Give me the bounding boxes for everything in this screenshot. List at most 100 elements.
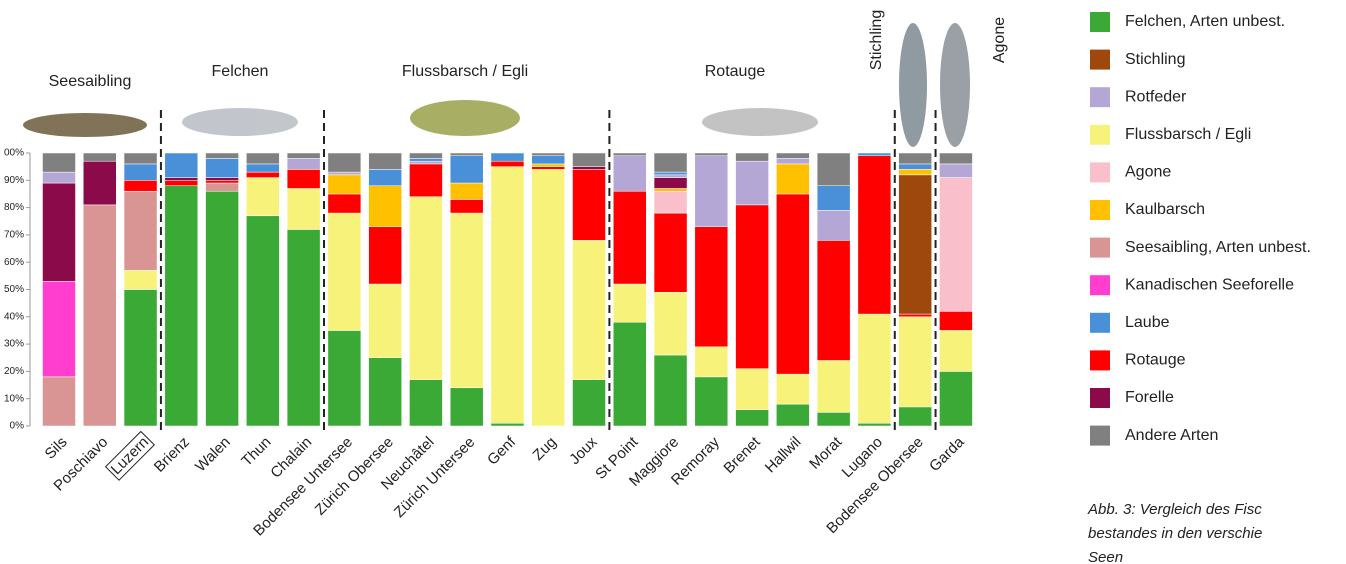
bar-segment — [450, 183, 483, 199]
caption: Seen — [1088, 549, 1123, 564]
y-tick-label: 40% — [4, 311, 24, 322]
bar-segment — [532, 164, 565, 167]
bar-segment — [409, 153, 442, 158]
x-tick-label: Hallwil — [762, 434, 805, 477]
bar-segment — [206, 183, 239, 191]
bar-segment — [328, 194, 361, 213]
bar-segment — [613, 191, 646, 284]
bar-segment — [695, 156, 728, 227]
bar-segment — [43, 172, 76, 183]
bar-segment — [287, 158, 320, 169]
bar-segment — [654, 153, 687, 172]
bar-segment — [124, 164, 157, 180]
legend-swatch — [1090, 125, 1110, 145]
bar-segment — [858, 153, 891, 156]
bar-segment — [246, 164, 279, 172]
bar-segment — [246, 172, 279, 177]
bar-segment — [654, 191, 687, 213]
bar-segment — [573, 380, 606, 426]
bar-segment — [532, 169, 565, 426]
bar-segment — [206, 178, 239, 181]
bar-segment — [409, 380, 442, 426]
bar-segment — [899, 407, 932, 426]
legend-label: Laube — [1125, 314, 1170, 331]
bar-segment — [613, 284, 646, 322]
legend-label: Forelle — [1125, 389, 1174, 406]
y-tick-label: 0% — [10, 421, 25, 432]
fish-icon — [702, 108, 818, 136]
bar-segment — [491, 153, 524, 161]
bar-segment — [532, 153, 565, 156]
legend-label: Rotauge — [1125, 352, 1186, 369]
x-tick-label: Genf — [484, 433, 520, 469]
bar-segment — [573, 153, 606, 167]
legend-label: Felchen, Arten unbest. — [1125, 13, 1285, 30]
legend-swatch — [1090, 200, 1110, 220]
bar-segment — [369, 227, 402, 284]
bar-segment — [695, 347, 728, 377]
group-label: Rotauge — [705, 63, 766, 80]
bar-segment — [287, 188, 320, 229]
bar-segment — [246, 178, 279, 216]
bar-segment — [491, 167, 524, 424]
bar-segment — [573, 167, 606, 170]
bar-segment — [776, 374, 809, 404]
bar-segment — [776, 404, 809, 426]
bar-segment — [736, 205, 769, 369]
bar-segment — [369, 284, 402, 358]
legend-label: Agone — [1125, 164, 1171, 181]
legend-swatch — [1090, 87, 1110, 107]
bar-segment — [124, 180, 157, 191]
bar-segment — [409, 161, 442, 164]
bar-segment — [899, 153, 932, 164]
bar-segment — [165, 153, 198, 178]
bar-segment — [43, 281, 76, 377]
bar-segment — [450, 156, 483, 183]
bar-segment — [858, 156, 891, 314]
bar-segment — [899, 314, 932, 317]
bar-segment — [695, 377, 728, 426]
group-label: Agone — [991, 17, 1008, 63]
bar-segment — [409, 158, 442, 161]
bar-segment — [328, 153, 361, 172]
bar-segment — [165, 180, 198, 185]
legend-swatch — [1090, 313, 1110, 333]
bar-segment — [817, 186, 850, 211]
bar-segment — [736, 153, 769, 161]
bar-segment — [695, 227, 728, 347]
bar-segment — [817, 240, 850, 360]
bar-segment — [124, 153, 157, 164]
bar-segment — [776, 153, 809, 158]
legend-swatch — [1090, 12, 1110, 32]
bar-segment — [328, 330, 361, 426]
legend-label: Flussbarsch / Egli — [1125, 126, 1251, 143]
legend-label: Andere Arten — [1125, 427, 1218, 444]
bar-segment — [776, 194, 809, 374]
bar-segment — [206, 180, 239, 183]
bar-segment — [654, 172, 687, 175]
x-tick-label: Brienz — [151, 434, 193, 476]
bar-segment — [817, 153, 850, 186]
y-tick-label: 20% — [4, 366, 24, 377]
fish-icon — [182, 108, 298, 136]
legend-label: Kanadischen Seeforelle — [1125, 276, 1294, 293]
x-tick-label: Walen — [192, 434, 234, 476]
bar-segment — [736, 161, 769, 205]
bar-segment — [817, 412, 850, 426]
plot: 0%10%20%30%40%50%60%70%80%90%00%SilsPosc… — [4, 10, 1311, 564]
x-tick-label: Garda — [926, 433, 968, 475]
chart: 0%10%20%30%40%50%60%70%80%90%00%SilsPosc… — [0, 0, 1346, 564]
bar-segment — [409, 197, 442, 380]
bar-segment — [450, 153, 483, 156]
legend-swatch — [1090, 238, 1110, 258]
bar-segment — [206, 158, 239, 177]
bar-segment — [124, 290, 157, 427]
caption: Abb. 3: Vergleich des Fisc — [1087, 501, 1262, 518]
y-tick-label: 10% — [4, 393, 24, 404]
bar-segment — [124, 191, 157, 270]
bar-segment — [83, 205, 116, 426]
bar-segment — [165, 186, 198, 426]
bar-segment — [124, 270, 157, 289]
bar-segment — [654, 175, 687, 178]
bar-segment — [369, 358, 402, 426]
